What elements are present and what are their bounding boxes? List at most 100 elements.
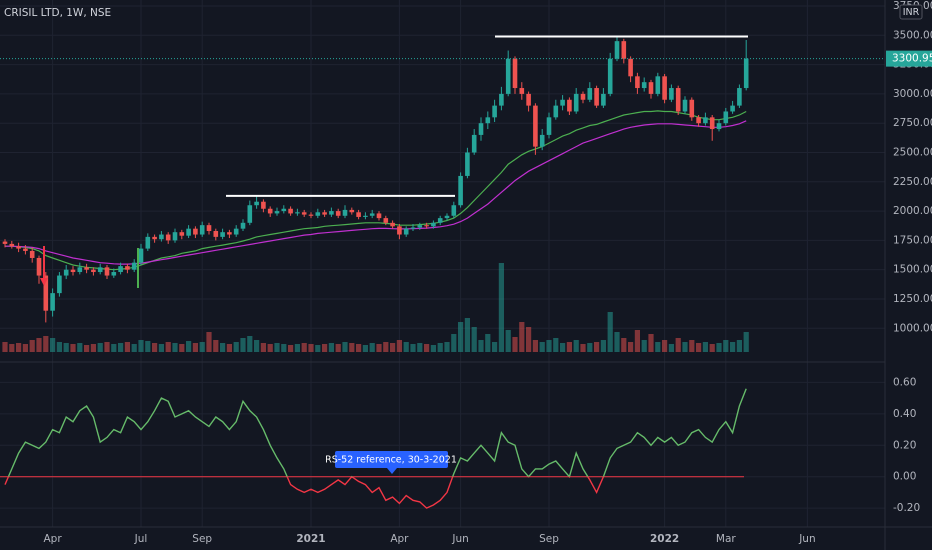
volume-bar <box>628 342 634 352</box>
candle-body <box>220 232 225 237</box>
candle-body <box>125 266 130 270</box>
volume-bar <box>158 344 164 352</box>
candle-body <box>301 212 307 215</box>
candle-body <box>213 231 219 237</box>
volume-bar <box>464 318 470 352</box>
volume-bar <box>56 342 62 352</box>
candle-body <box>641 82 647 89</box>
last-price-label: 3300.95 <box>892 53 932 65</box>
candle-body <box>431 222 436 227</box>
rs-pane <box>0 388 747 509</box>
candle-body <box>376 213 382 219</box>
volume-bar <box>131 344 137 352</box>
candle-body <box>240 222 246 229</box>
volume-bar <box>736 340 742 352</box>
candle-body <box>36 257 42 276</box>
volume-bar <box>192 343 198 352</box>
candle-body <box>84 267 89 270</box>
candle-body <box>621 41 627 59</box>
candle-body <box>539 134 545 147</box>
sell-signal-arrow <box>40 278 48 286</box>
y-tick-label: 2750.00 <box>893 117 932 129</box>
volume-bar <box>587 343 593 352</box>
volume-bar <box>424 344 430 352</box>
volume-bar <box>689 340 695 352</box>
candle-body <box>152 236 157 240</box>
volume-bar <box>634 330 640 352</box>
volume-bar <box>213 340 219 352</box>
candle-body <box>16 246 21 249</box>
candle-body <box>138 248 144 263</box>
candle-body <box>716 123 722 130</box>
candle-body <box>288 208 293 214</box>
candle-body <box>492 105 497 118</box>
candle-body <box>29 250 35 258</box>
volume-bar <box>614 332 620 352</box>
candle-body <box>723 111 729 124</box>
volume-bar <box>369 343 375 352</box>
volume-bar <box>546 340 552 352</box>
candle-body <box>315 212 321 216</box>
volume-bar <box>274 343 280 352</box>
currency: INR <box>903 7 920 18</box>
volume-bar <box>532 340 538 352</box>
candle-body <box>390 222 395 227</box>
candle-body <box>648 82 654 94</box>
candle-body <box>329 211 334 215</box>
candle-body <box>505 58 511 94</box>
volume-bar <box>124 342 130 352</box>
candle-body <box>247 205 253 223</box>
volume-bar <box>743 332 749 352</box>
y-tick-label: 3500.00 <box>893 29 932 41</box>
candle-body <box>363 215 368 217</box>
candle-body <box>322 212 327 215</box>
volume-bar <box>301 343 307 352</box>
y-tick-label: 3000.00 <box>893 88 932 100</box>
volume-bar <box>730 342 736 352</box>
volume-bar <box>594 342 600 352</box>
volume-bar <box>390 343 396 352</box>
volume-bar <box>573 340 579 352</box>
candle-body <box>349 209 355 213</box>
axes: 1000.00 1250.00 1500.00 1750.00 2000.00 2250.… <box>44 0 932 545</box>
candle-body <box>675 88 681 112</box>
volume-bar <box>36 338 42 352</box>
candle-body <box>172 232 178 241</box>
volume-bar <box>356 344 362 352</box>
volume-bar <box>539 342 545 352</box>
candle-body <box>696 117 701 124</box>
candle-body <box>546 117 552 135</box>
volume-bar <box>478 340 484 352</box>
volume-bar <box>519 322 525 352</box>
candle-body <box>669 88 674 100</box>
volume-bar <box>383 342 389 352</box>
volume-bar <box>362 345 368 352</box>
candle-body <box>397 226 402 235</box>
candle-body <box>682 99 688 112</box>
candle-body <box>458 175 463 206</box>
volume-bar <box>16 343 22 352</box>
candle-body <box>662 76 667 100</box>
volume-bar <box>118 343 124 352</box>
volume-bar <box>152 343 158 352</box>
y-tick-label: 2000.00 <box>893 205 932 217</box>
volume-bar <box>294 344 300 352</box>
candle-body <box>342 209 348 216</box>
volume-bar <box>641 340 647 352</box>
volume-bar <box>716 343 722 352</box>
y-tick-label: 1250.00 <box>893 293 932 305</box>
moving-average <box>5 120 747 265</box>
volume-bar <box>43 336 49 352</box>
candle-body <box>533 105 538 147</box>
candle-body <box>628 58 633 77</box>
x-tick-label: Apr <box>44 533 63 545</box>
volume-bar <box>328 343 334 352</box>
candle-body <box>227 232 232 235</box>
volume-bar <box>410 344 416 352</box>
y-tick-label: 2500.00 <box>893 146 932 158</box>
candle-body <box>403 228 409 235</box>
candle-body <box>165 234 171 241</box>
candle-body <box>91 269 96 273</box>
candle-body <box>437 218 443 223</box>
